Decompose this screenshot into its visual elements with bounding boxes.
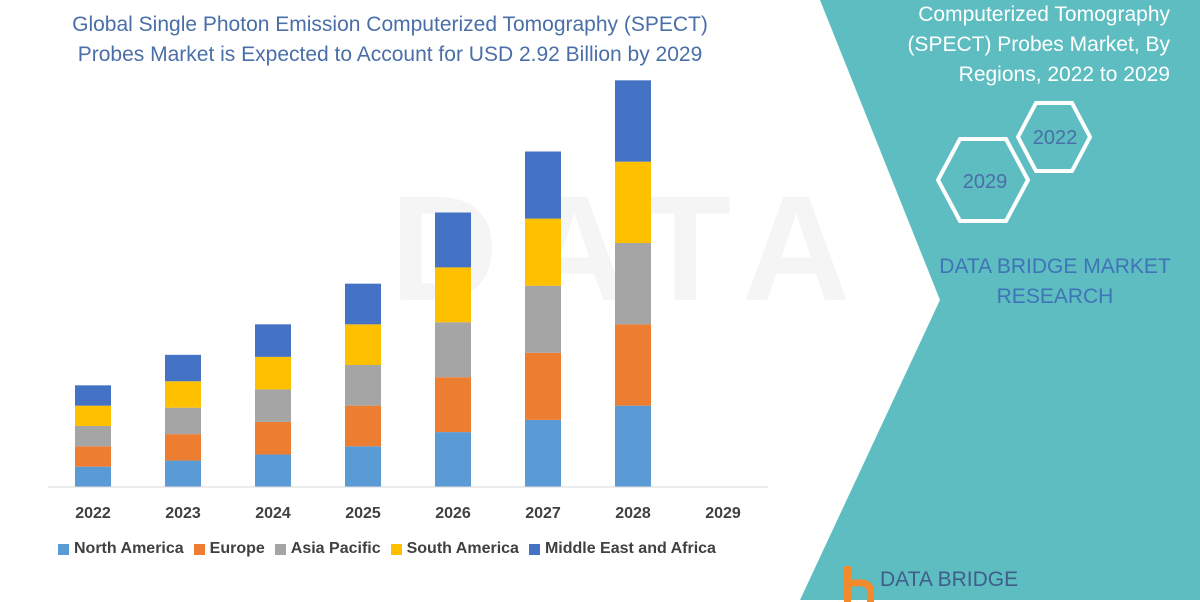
bar-segment-2024-north-america [255, 454, 291, 487]
legend-swatch [58, 543, 69, 555]
legend-swatch [528, 543, 540, 555]
bar-segment-2026-north-america [435, 432, 471, 487]
legend-label: Asia Pacific [290, 540, 381, 557]
bar-segment-2028-north-america [615, 405, 651, 487]
legend-label: Middle East and Africa [544, 540, 716, 557]
bar-segment-2024-europe [255, 421, 291, 455]
bar-segment-2027-south-america [525, 218, 561, 286]
bar-segment-2022-middle-east-and-africa [75, 385, 111, 406]
logo-text: DATA BRIDGE [880, 568, 1019, 591]
x-tick-label: 2029 [705, 505, 741, 522]
chart-title: Global Single Photon Emission Computeriz… [72, 13, 708, 66]
legend-swatch [390, 543, 402, 555]
bar-segment-2023-north-america [165, 460, 201, 487]
legend-item: South America [390, 540, 519, 558]
bar-segment-2027-europe [525, 352, 561, 420]
bar-segment-2023-south-america [165, 381, 201, 408]
bar-segment-2023-asia-pacific [165, 407, 201, 435]
x-tick-label: 2024 [255, 505, 291, 522]
bar-segment-2028-europe [615, 324, 651, 406]
bar-segment-2027-asia-pacific [525, 285, 561, 353]
legend-item: Asia Pacific [274, 540, 381, 558]
bar-segment-2024-asia-pacific [255, 389, 291, 422]
side-panel-title: Computerized Tomography (SPECT) Probes M… [907, 3, 1170, 86]
bar-segment-2025-asia-pacific [345, 365, 381, 406]
legend-swatch [193, 543, 205, 555]
legend-label: South America [406, 540, 519, 557]
bar-segment-2025-south-america [345, 324, 381, 365]
legend-item: Middle East and Africa [528, 540, 716, 558]
x-tick-label: 2027 [525, 505, 561, 522]
bar-segment-2022-asia-pacific [75, 426, 111, 447]
legend-swatch [274, 543, 286, 555]
bar-segment-2023-middle-east-and-africa [165, 354, 201, 382]
bar-segment-2022-south-america [75, 405, 111, 426]
bar-segment-2023-europe [165, 434, 201, 461]
bar-segment-2026-middle-east-and-africa [435, 212, 471, 268]
bar-segment-2026-south-america [435, 267, 471, 323]
x-tick-label: 2026 [435, 505, 471, 522]
legend-label: North America [74, 540, 184, 557]
bar-segment-2024-middle-east-and-africa [255, 324, 291, 357]
brand-name: DATA BRIDGE MARKET RESEARCH [939, 255, 1171, 308]
bar-segment-2022-europe [75, 446, 111, 467]
bar-segment-2025-north-america [345, 446, 381, 487]
bar-segment-2027-north-america [525, 419, 561, 487]
bar-group [75, 80, 651, 487]
bar-segment-2025-europe [345, 405, 381, 447]
x-tick-label: 2028 [615, 505, 651, 522]
legend-item: Europe [193, 540, 265, 558]
x-tick-label: 2025 [345, 505, 381, 522]
bar-segment-2027-middle-east-and-africa [525, 151, 561, 219]
chart-legend: North America Europe Asia Pacific South Ame… [58, 540, 716, 558]
bar-segment-2028-asia-pacific [615, 243, 651, 325]
bar-segment-2025-middle-east-and-africa [345, 283, 381, 325]
x-tick-group: 2022 2023 2024 2025 2026 2027 2028 2029 [75, 505, 741, 522]
bar-segment-2026-europe [435, 377, 471, 433]
logo-icon [844, 566, 874, 602]
legend-item: North America [58, 540, 184, 558]
legend-label: Europe [209, 540, 265, 557]
bar-segment-2022-north-america [75, 466, 111, 487]
bar-segment-2028-south-america [615, 161, 651, 243]
bar-segment-2028-middle-east-and-africa [615, 80, 651, 162]
x-tick-label: 2023 [165, 505, 201, 522]
bar-segment-2026-asia-pacific [435, 322, 471, 378]
bar-segment-2024-south-america [255, 356, 291, 390]
x-tick-label: 2022 [75, 505, 111, 522]
